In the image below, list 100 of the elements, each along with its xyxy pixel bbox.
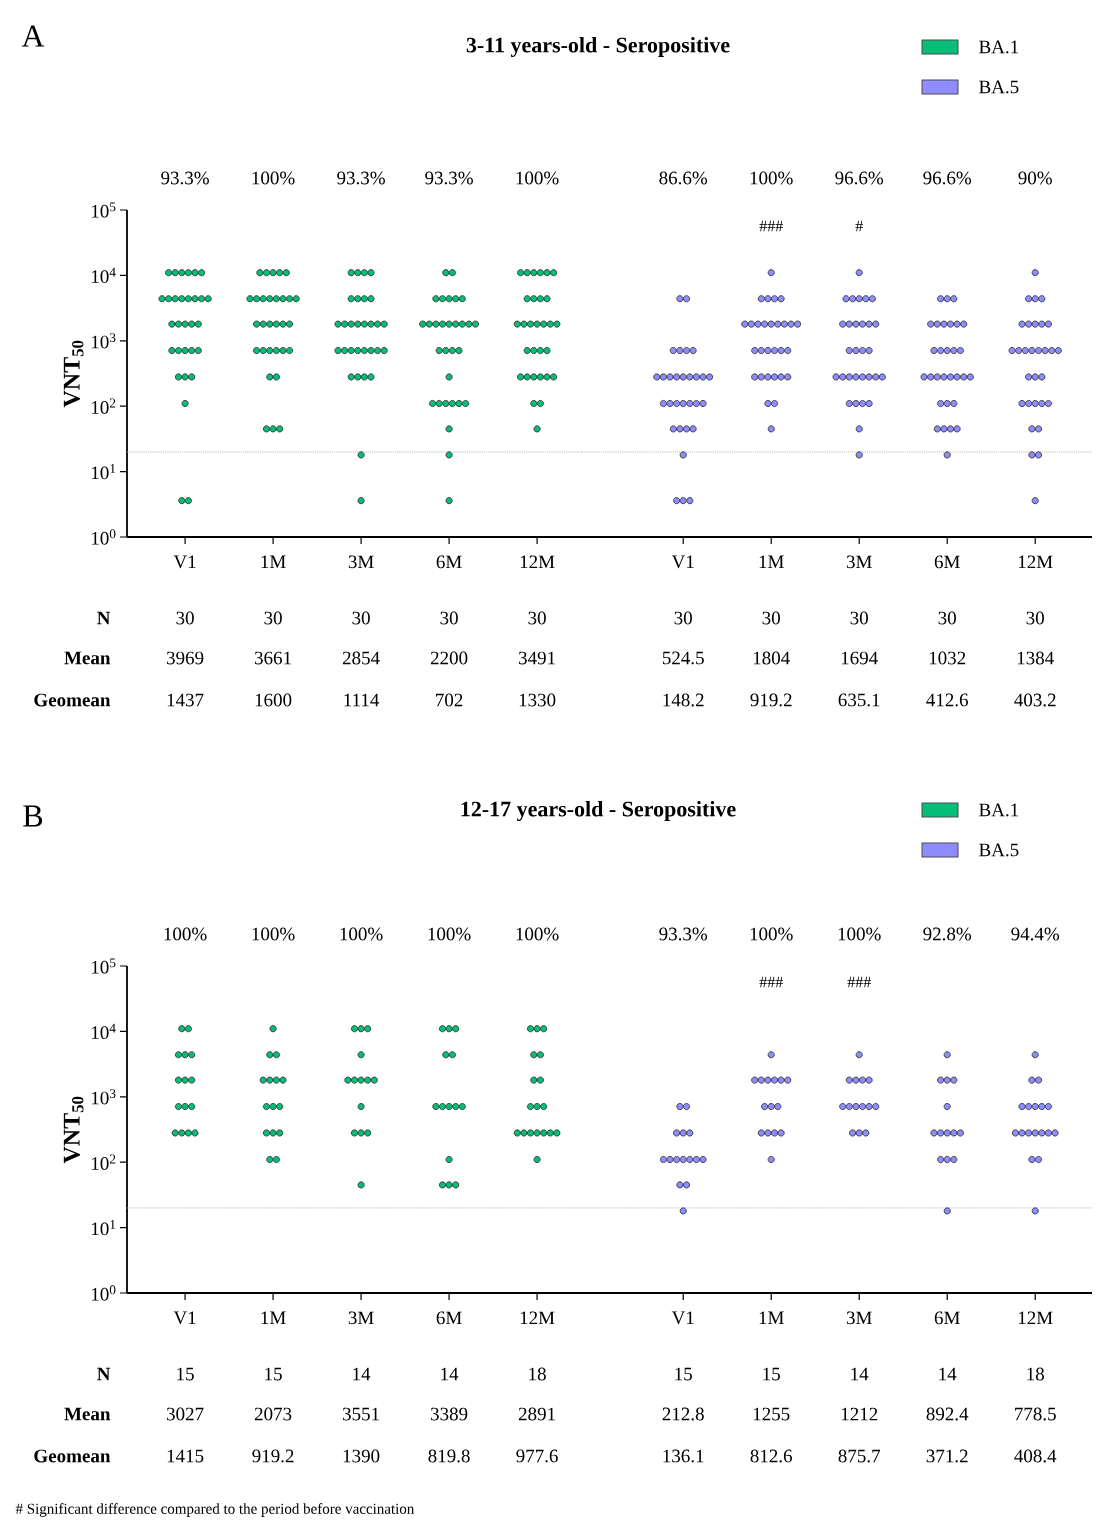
y-tick-label: 10$^{5}$ xyxy=(91,202,116,218)
text: 3491 xyxy=(518,651,555,665)
text: 3969 xyxy=(166,651,204,665)
text: 148.2 xyxy=(663,693,704,707)
x-tick-label: 12M xyxy=(1018,1311,1053,1325)
legend-label: BA.1 xyxy=(979,803,1019,817)
text: N xyxy=(97,611,111,625)
x-tick-label: 1M xyxy=(261,555,286,569)
text: 2891 xyxy=(518,1407,555,1421)
text: 93.3% xyxy=(659,927,708,941)
text: 2073 xyxy=(254,1407,292,1421)
x-tick-label: V1 xyxy=(173,555,196,569)
text: 1415 xyxy=(167,1449,204,1463)
text: 412.6 xyxy=(926,693,969,707)
text: 892.4 xyxy=(926,1407,969,1421)
text: 86.6% xyxy=(659,171,708,185)
text: 30 xyxy=(1026,611,1044,625)
annotation: ### xyxy=(759,220,783,232)
text: 3551 xyxy=(342,1407,379,1421)
text: 100% xyxy=(428,927,471,941)
text: 1600 xyxy=(255,693,292,707)
y-tick-label: 10$^{4}$ xyxy=(91,1023,116,1040)
text: 14 xyxy=(851,1367,869,1381)
text: 93.3% xyxy=(425,171,473,185)
text: 94.4% xyxy=(1011,927,1060,941)
text: 524.5 xyxy=(662,651,704,665)
text: 100% xyxy=(750,927,793,941)
text: 635.1 xyxy=(838,693,880,707)
text: 778.5 xyxy=(1015,1407,1056,1421)
text: 1384 xyxy=(1017,651,1054,665)
text: 15 xyxy=(763,1367,780,1381)
chart-title: 3-11 years-old - Seropositive xyxy=(466,37,730,58)
x-tick-label: 6M xyxy=(934,1311,960,1325)
x-tick-label: 3M xyxy=(348,555,374,569)
x-tick-label: 12M xyxy=(1018,555,1053,569)
text: 93.3% xyxy=(161,171,209,185)
x-tick-label: 6M xyxy=(934,555,960,569)
x-tick-label: 1M xyxy=(261,1311,286,1325)
text: 212.8 xyxy=(662,1407,704,1421)
chart-title: 12-17 years-old - Seropositive xyxy=(461,801,736,822)
x-tick-label: 3M xyxy=(846,1311,872,1325)
text: Mean xyxy=(64,651,111,665)
text: 3661 xyxy=(254,651,291,665)
text: 100% xyxy=(838,927,881,941)
text: 100% xyxy=(252,927,295,941)
x-tick-label: 3M xyxy=(846,555,872,569)
text: 2854 xyxy=(342,651,380,665)
text: 3389 xyxy=(430,1407,468,1421)
x-tick-label: 3M xyxy=(348,1311,374,1325)
text: 100% xyxy=(750,171,793,185)
text: Mean xyxy=(64,1407,111,1421)
text: 1330 xyxy=(519,693,556,707)
text: N xyxy=(97,1367,111,1381)
text: 14 xyxy=(353,1367,371,1381)
text: 977.6 xyxy=(516,1449,558,1463)
text: 90% xyxy=(1018,171,1052,185)
annotation: ### xyxy=(759,976,783,988)
text: Geomean xyxy=(34,693,111,707)
text: 15 xyxy=(177,1367,194,1381)
text: 18 xyxy=(1027,1367,1044,1381)
text: 408.4 xyxy=(1014,1449,1057,1463)
legend-label: BA.1 xyxy=(979,40,1019,54)
x-tick-label: 1M xyxy=(759,555,784,569)
text: 30 xyxy=(850,611,868,625)
text: 30 xyxy=(528,611,546,625)
text: 3027 xyxy=(166,1407,204,1421)
annotation: ### xyxy=(847,976,871,988)
text: 136.1 xyxy=(663,1449,704,1463)
text: 30 xyxy=(264,611,282,625)
text: 1114 xyxy=(344,693,380,707)
text: 1804 xyxy=(753,651,790,665)
text: 919.2 xyxy=(252,1449,294,1463)
text: 30 xyxy=(674,611,692,625)
text: 18 xyxy=(529,1367,546,1381)
text: 15 xyxy=(675,1367,692,1381)
x-tick-label: 12M xyxy=(520,555,555,569)
text: 702 xyxy=(436,693,463,707)
text: 1032 xyxy=(929,651,966,665)
x-tick-label: V1 xyxy=(173,1311,196,1325)
text: 30 xyxy=(938,611,956,625)
y-tick-label: 10$^{0}$ xyxy=(91,1285,116,1301)
legend-label: BA.5 xyxy=(979,843,1019,857)
text: 812.6 xyxy=(750,1449,792,1463)
text: 100% xyxy=(252,171,295,185)
text: 919.2 xyxy=(750,693,792,707)
text: 100% xyxy=(516,171,559,185)
y-tick-label: 10$^{5}$ xyxy=(91,958,116,974)
x-tick-label: 6M xyxy=(436,555,462,569)
text: 819.8 xyxy=(428,1449,470,1463)
legend-label: BA.5 xyxy=(979,80,1019,94)
x-tick-label: 12M xyxy=(520,1311,555,1325)
text: 403.2 xyxy=(1014,693,1056,707)
y-tick-label: 10$^{4}$ xyxy=(91,267,116,284)
y-tick-label: 10$^{3}$ xyxy=(91,333,116,349)
x-tick-label: V1 xyxy=(671,1311,694,1325)
text: 1255 xyxy=(753,1407,790,1421)
x-tick-label: 6M xyxy=(436,1311,462,1325)
text: 1694 xyxy=(841,651,878,665)
y-tick-label: 10$^{1}$ xyxy=(91,463,116,480)
text: 875.7 xyxy=(838,1449,881,1463)
